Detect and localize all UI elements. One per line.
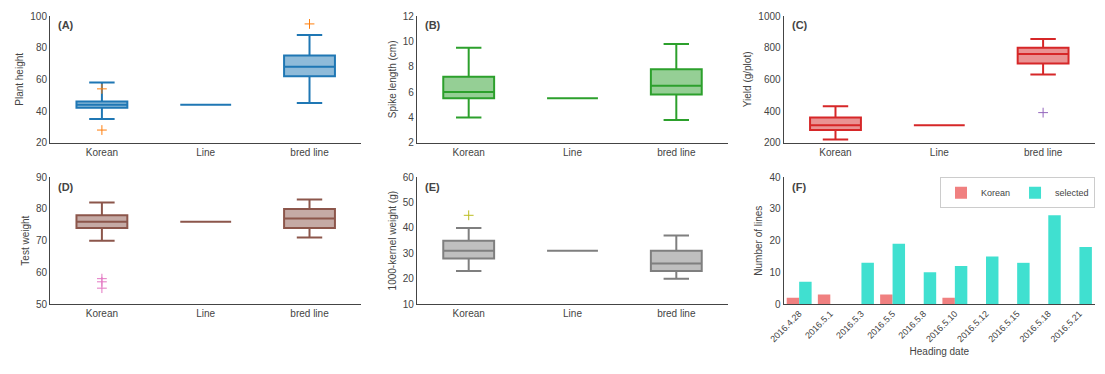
svg-text:60: 60 bbox=[36, 267, 48, 278]
svg-text:Line: Line bbox=[196, 147, 215, 158]
svg-text:90: 90 bbox=[36, 172, 48, 183]
svg-text:40: 40 bbox=[769, 172, 781, 183]
svg-text:800: 800 bbox=[764, 42, 781, 53]
svg-text:Number of lines: Number of lines bbox=[753, 206, 764, 276]
svg-text:Korean: Korean bbox=[819, 147, 851, 158]
svg-text:(E): (E) bbox=[425, 181, 440, 193]
svg-text:2016.5.10: 2016.5.10 bbox=[924, 309, 959, 344]
svg-text:80: 80 bbox=[36, 203, 48, 214]
svg-text:100: 100 bbox=[30, 11, 47, 22]
svg-text:Plant height: Plant height bbox=[14, 53, 25, 106]
svg-text:10: 10 bbox=[403, 36, 415, 47]
svg-text:2016.4.28: 2016.4.28 bbox=[768, 309, 803, 344]
svg-text:20: 20 bbox=[769, 235, 781, 246]
svg-text:4: 4 bbox=[408, 112, 414, 123]
svg-text:10: 10 bbox=[403, 299, 415, 310]
svg-text:(B): (B) bbox=[425, 19, 441, 31]
svg-text:Line: Line bbox=[563, 147, 582, 158]
svg-text:2016.5.8: 2016.5.8 bbox=[896, 309, 928, 341]
svg-text:bred line: bred line bbox=[657, 147, 696, 158]
svg-text:selected: selected bbox=[1055, 188, 1089, 198]
svg-text:80: 80 bbox=[36, 42, 48, 53]
svg-text:30: 30 bbox=[403, 248, 415, 259]
svg-text:Korean: Korean bbox=[86, 147, 118, 158]
svg-text:600: 600 bbox=[764, 74, 781, 85]
svg-text:2: 2 bbox=[408, 137, 414, 148]
svg-text:20: 20 bbox=[36, 137, 48, 148]
svg-text:(A): (A) bbox=[58, 19, 74, 31]
svg-text:200: 200 bbox=[764, 137, 781, 148]
svg-text:0: 0 bbox=[775, 299, 781, 310]
svg-text:Line: Line bbox=[196, 308, 215, 319]
svg-text:Korean: Korean bbox=[981, 188, 1010, 198]
svg-text:8: 8 bbox=[408, 61, 414, 72]
svg-text:2016.5.12: 2016.5.12 bbox=[955, 309, 990, 344]
svg-text:70: 70 bbox=[36, 235, 48, 246]
svg-text:12: 12 bbox=[403, 11, 415, 22]
svg-text:Korean: Korean bbox=[453, 308, 485, 319]
svg-text:6: 6 bbox=[408, 87, 414, 98]
svg-text:2016.5.1: 2016.5.1 bbox=[803, 309, 835, 341]
svg-text:2016.5.21: 2016.5.21 bbox=[1049, 309, 1084, 344]
svg-text:60: 60 bbox=[403, 172, 415, 183]
svg-text:50: 50 bbox=[36, 299, 48, 310]
svg-text:Korean: Korean bbox=[453, 147, 485, 158]
svg-text:Korean: Korean bbox=[86, 308, 118, 319]
svg-text:Yield (g/plot): Yield (g/plot) bbox=[742, 51, 753, 107]
svg-text:60: 60 bbox=[36, 74, 48, 85]
svg-text:20: 20 bbox=[403, 273, 415, 284]
svg-text:bred line: bred line bbox=[290, 308, 329, 319]
svg-text:Test weight: Test weight bbox=[20, 215, 31, 265]
svg-text:bred line: bred line bbox=[657, 308, 696, 319]
svg-text:Heading date: Heading date bbox=[910, 346, 970, 357]
svg-text:(F): (F) bbox=[792, 181, 806, 193]
svg-text:2016.5.5: 2016.5.5 bbox=[865, 309, 897, 341]
svg-text:Line: Line bbox=[563, 308, 582, 319]
svg-text:bred line: bred line bbox=[290, 147, 329, 158]
svg-text:Line: Line bbox=[930, 147, 949, 158]
svg-text:50: 50 bbox=[403, 197, 415, 208]
svg-text:1000: 1000 bbox=[758, 11, 781, 22]
svg-text:400: 400 bbox=[764, 106, 781, 117]
svg-text:(C): (C) bbox=[792, 19, 808, 31]
svg-text:Spike length (cm): Spike length (cm) bbox=[387, 40, 398, 118]
svg-text:1000-kernel weight (g): 1000-kernel weight (g) bbox=[387, 191, 398, 291]
svg-text:bred line: bred line bbox=[1024, 147, 1063, 158]
svg-text:40: 40 bbox=[403, 222, 415, 233]
svg-text:2016.5.15: 2016.5.15 bbox=[986, 309, 1021, 344]
svg-text:30: 30 bbox=[769, 203, 781, 214]
svg-text:(D): (D) bbox=[58, 181, 74, 193]
svg-text:2016.5.18: 2016.5.18 bbox=[1017, 309, 1052, 344]
svg-text:40: 40 bbox=[36, 106, 48, 117]
svg-text:2016.5.3: 2016.5.3 bbox=[834, 309, 866, 341]
svg-text:10: 10 bbox=[769, 267, 781, 278]
